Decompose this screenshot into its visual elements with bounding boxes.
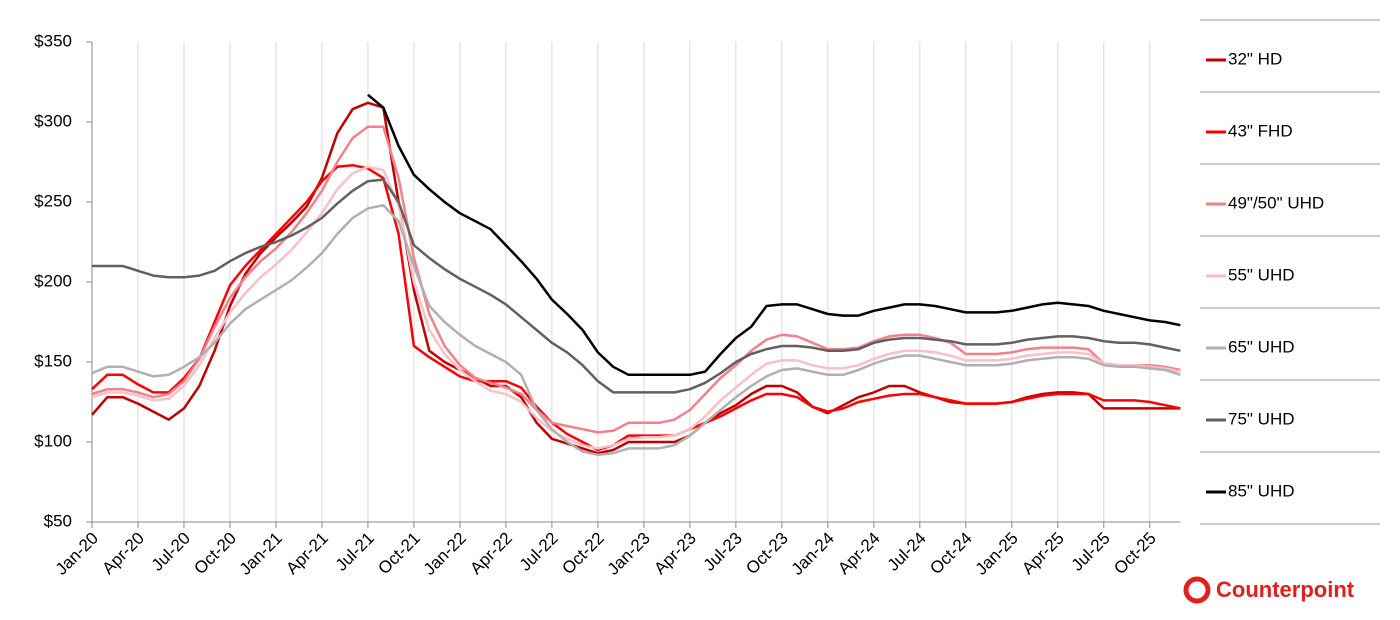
x-tick-label: Apr-24 <box>834 529 884 579</box>
x-tick-label: Jan-22 <box>420 529 470 579</box>
x-tick-label: Jan-21 <box>236 529 286 579</box>
y-tick-label: $250 <box>34 191 72 210</box>
series-line <box>91 163 1181 452</box>
brand-logo: Counterpoint <box>1183 576 1355 604</box>
x-tick-label: Apr-22 <box>466 529 516 579</box>
x-tick-label: Jul-22 <box>516 529 562 575</box>
x-tick-label: Jul-25 <box>1068 529 1114 575</box>
x-tick-label: Oct-24 <box>926 529 976 579</box>
x-tick-label: Jul-20 <box>148 529 194 575</box>
x-tick-label: Oct-21 <box>374 529 424 579</box>
legend-label: 65" UHD <box>1228 337 1295 356</box>
x-tick-label: Jul-23 <box>700 529 746 575</box>
x-tick-label: Oct-23 <box>742 529 792 579</box>
x-tick-label: Jul-21 <box>332 529 378 575</box>
series-line <box>91 165 1181 450</box>
legend-label: 75" UHD <box>1228 409 1295 428</box>
x-tick-label: Jan-20 <box>52 529 102 579</box>
legend-label: 85" UHD <box>1228 481 1295 500</box>
x-tick-label: Jan-24 <box>788 529 838 579</box>
series-line <box>367 93 1181 377</box>
x-tick-label: Oct-22 <box>558 529 608 579</box>
y-tick-label: $150 <box>34 351 72 370</box>
series-line <box>91 125 1181 434</box>
legend-label: 49"/50" UHD <box>1228 193 1324 212</box>
series-line <box>91 203 1181 457</box>
x-tick-label: Apr-20 <box>98 529 148 579</box>
x-tick-label: Apr-21 <box>282 529 332 579</box>
y-tick-label: $100 <box>34 431 72 450</box>
x-tick-label: Jan-23 <box>604 529 654 579</box>
x-tick-label: Oct-20 <box>190 529 240 579</box>
y-tick-label: $50 <box>44 511 72 530</box>
x-tick-label: Jan-25 <box>972 529 1022 579</box>
x-tick-label: Apr-25 <box>1018 529 1068 579</box>
legend-label: 32" HD <box>1228 49 1282 68</box>
brand-name: Counterpoint <box>1216 577 1355 602</box>
series-line <box>92 178 1181 394</box>
x-tick-label: Jul-24 <box>884 529 930 575</box>
y-tick-label: $200 <box>34 271 72 290</box>
y-tick-label: $300 <box>34 111 72 130</box>
x-tick-label: Apr-23 <box>650 529 700 579</box>
x-tick-label: Oct-25 <box>1110 529 1160 579</box>
legend-label: 55" UHD <box>1228 265 1295 284</box>
logo-icon <box>1183 576 1211 604</box>
y-tick-label: $350 <box>34 31 72 50</box>
legend-label: 43" FHD <box>1228 121 1293 140</box>
